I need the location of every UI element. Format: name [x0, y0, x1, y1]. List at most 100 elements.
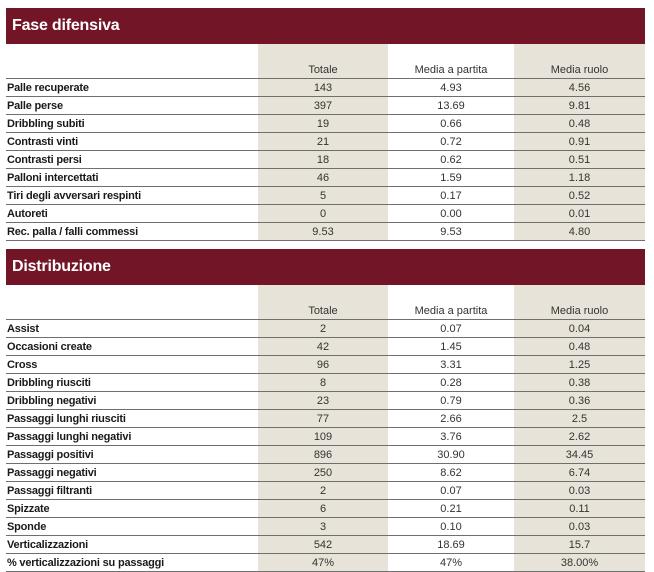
stats-table: Totale Media a partita Media ruolo Assist 2 0… — [6, 285, 645, 572]
value-cell: 4.56 — [514, 78, 645, 97]
value-cell: 77 — [258, 409, 388, 428]
value-cell: 18 — [258, 150, 388, 169]
value-cell: 1.25 — [514, 355, 645, 374]
row-label: Dribbling negativi — [6, 391, 258, 410]
spacer-cell — [6, 44, 258, 61]
table-row: Verticalizzazioni 542 18.69 15.7 — [6, 535, 645, 554]
column-header: Totale — [258, 61, 388, 79]
value-cell: 0 — [258, 204, 388, 223]
value-cell: 896 — [258, 445, 388, 464]
spacer-cell — [514, 44, 645, 61]
table-row: Passaggi positivi 896 30.90 34.45 — [6, 445, 645, 464]
value-cell: 0.72 — [388, 132, 514, 151]
spacer-cell — [388, 44, 514, 61]
value-cell: 34.45 — [514, 445, 645, 464]
section-fase-difensiva: Fase difensiva Totale Media a partita Medi… — [6, 8, 645, 241]
table-row: Assist 2 0.07 0.04 — [6, 319, 645, 338]
row-label: Passaggi lunghi negativi — [6, 427, 258, 446]
value-cell: 2.62 — [514, 427, 645, 446]
table-row: Cross 96 3.31 1.25 — [6, 355, 645, 374]
table-row: Palle perse 397 13.69 9.81 — [6, 96, 645, 115]
spacer-cell — [258, 44, 388, 61]
value-cell: 9.81 — [514, 96, 645, 115]
value-cell: 13.69 — [388, 96, 514, 115]
value-cell: 0.07 — [388, 481, 514, 500]
value-cell: 9.53 — [388, 222, 514, 241]
table-row: Contrasti vinti 21 0.72 0.91 — [6, 132, 645, 151]
row-label: Dribbling subiti — [6, 114, 258, 133]
value-cell: 0.10 — [388, 517, 514, 536]
table-row: Contrasti persi 18 0.62 0.51 — [6, 150, 645, 169]
table-row: Occasioni create 42 1.45 0.48 — [6, 337, 645, 356]
value-cell: 0.79 — [388, 391, 514, 410]
value-cell: 38.00% — [514, 553, 645, 572]
value-cell: 0.21 — [388, 499, 514, 518]
value-cell: 6 — [258, 499, 388, 518]
row-label: Tiri degli avversari respinti — [6, 186, 258, 205]
value-cell: 1.45 — [388, 337, 514, 356]
value-cell: 0.66 — [388, 114, 514, 133]
spacer-row — [6, 285, 645, 302]
value-cell: 2 — [258, 481, 388, 500]
row-label: % verticalizzazioni su passaggi — [6, 553, 258, 572]
row-label: Passaggi negativi — [6, 463, 258, 482]
table-row: Dribbling subiti 19 0.66 0.48 — [6, 114, 645, 133]
value-cell: 6.74 — [514, 463, 645, 482]
value-cell: 5 — [258, 186, 388, 205]
value-cell: 0.17 — [388, 186, 514, 205]
table-row: Dribbling negativi 23 0.79 0.36 — [6, 391, 645, 410]
value-cell: 15.7 — [514, 535, 645, 554]
value-cell: 0.01 — [514, 204, 645, 223]
header-row: Totale Media a partita Media ruolo — [6, 302, 645, 320]
value-cell: 96 — [258, 355, 388, 374]
row-label: Palloni intercettati — [6, 168, 258, 187]
value-cell: 9.53 — [258, 222, 388, 241]
table-row: Palle recuperate 143 4.93 4.56 — [6, 78, 645, 97]
section-title: Fase difensiva — [6, 8, 645, 44]
row-label: Occasioni create — [6, 337, 258, 356]
value-cell: 3.31 — [388, 355, 514, 374]
row-label: Verticalizzazioni — [6, 535, 258, 554]
value-cell: 542 — [258, 535, 388, 554]
value-cell: 2.5 — [514, 409, 645, 428]
row-label: Palle recuperate — [6, 78, 258, 97]
table-row: Rec. palla / falli commessi 9.53 9.53 4.80 — [6, 222, 645, 241]
column-header: Media ruolo — [514, 61, 645, 79]
value-cell: 0.48 — [514, 114, 645, 133]
value-cell: 0.11 — [514, 499, 645, 518]
value-cell: 8 — [258, 373, 388, 392]
row-label: Passaggi lunghi riusciti — [6, 409, 258, 428]
value-cell: 3.76 — [388, 427, 514, 446]
value-cell: 0.48 — [514, 337, 645, 356]
header-row: Totale Media a partita Media ruolo — [6, 61, 645, 79]
row-label: Cross — [6, 355, 258, 374]
column-header: Media a partita — [388, 302, 514, 320]
value-cell: 1.59 — [388, 168, 514, 187]
table-row: % verticalizzazioni su passaggi 47% 47% 38.… — [6, 553, 645, 572]
value-cell: 0.91 — [514, 132, 645, 151]
value-cell: 0.51 — [514, 150, 645, 169]
value-cell: 0.62 — [388, 150, 514, 169]
table-row: Dribbling riusciti 8 0.28 0.38 — [6, 373, 645, 392]
value-cell: 30.90 — [388, 445, 514, 464]
header-blank — [6, 302, 258, 320]
section-title: Distribuzione — [6, 249, 645, 285]
table-row: Tiri degli avversari respinti 5 0.17 0.52 — [6, 186, 645, 205]
row-label: Dribbling riusciti — [6, 373, 258, 392]
section-distribuzione: Distribuzione Totale Media a partita Media… — [6, 249, 645, 572]
value-cell: 0.38 — [514, 373, 645, 392]
value-cell: 21 — [258, 132, 388, 151]
value-cell: 0.03 — [514, 517, 645, 536]
row-label: Assist — [6, 319, 258, 338]
value-cell: 0.36 — [514, 391, 645, 410]
spacer-cell — [258, 285, 388, 302]
value-cell: 397 — [258, 96, 388, 115]
spacer-cell — [6, 285, 258, 302]
spacer-cell — [514, 285, 645, 302]
value-cell: 3 — [258, 517, 388, 536]
value-cell: 0.03 — [514, 481, 645, 500]
value-cell: 8.62 — [388, 463, 514, 482]
value-cell: 42 — [258, 337, 388, 356]
header-blank — [6, 61, 258, 79]
value-cell: 46 — [258, 168, 388, 187]
